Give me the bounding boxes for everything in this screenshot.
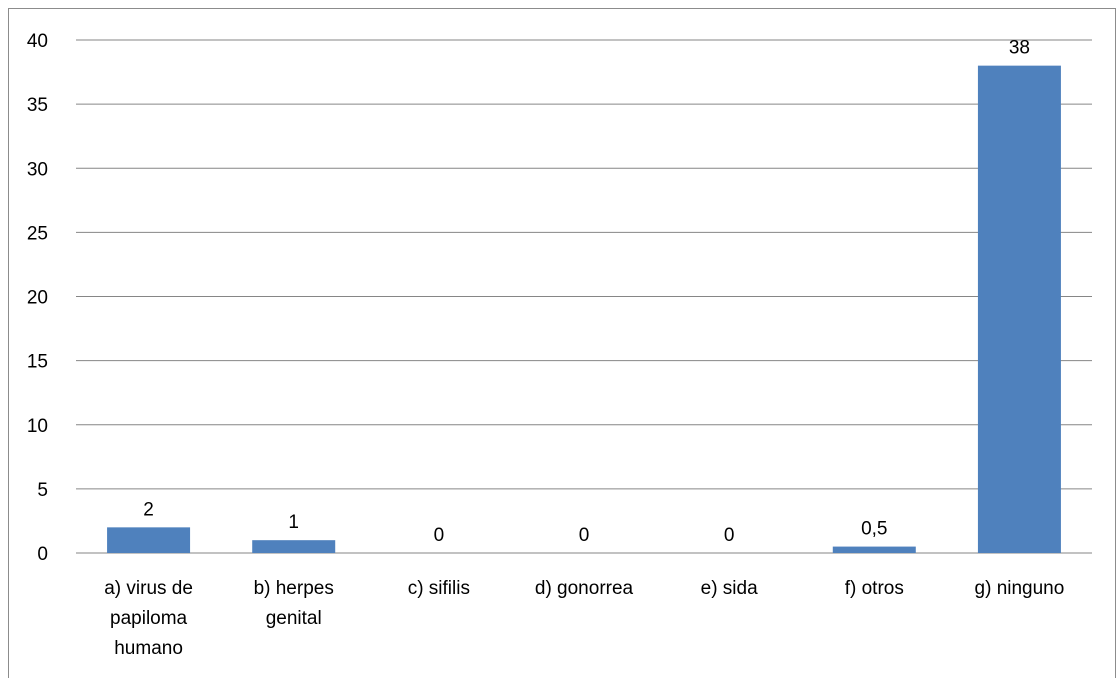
- category-label: b) herpes genital: [254, 578, 334, 629]
- y-axis-ticks: 0 5 10 15 20 25 30 35 40: [27, 31, 48, 565]
- x-axis-categories: a) virus de papiloma humano b) herpes genita…: [104, 578, 1064, 659]
- bar: [252, 540, 336, 553]
- y-tick-label: 30: [27, 159, 48, 180]
- y-tick-label: 10: [27, 416, 48, 437]
- y-tick-label: 40: [27, 31, 48, 52]
- bars: [107, 65, 1061, 554]
- data-label: 0: [579, 525, 590, 546]
- chart-frame: [8, 8, 1116, 678]
- y-tick-label: 35: [27, 95, 48, 116]
- y-tick-label: 5: [37, 480, 48, 501]
- data-label: 0: [434, 525, 445, 546]
- category-label-line: f) otros: [845, 578, 904, 599]
- bar: [832, 546, 916, 553]
- bar: [107, 527, 191, 553]
- bar: [977, 65, 1061, 554]
- category-label-line: a) virus de: [104, 578, 193, 599]
- category-label: c) sifilis: [408, 578, 470, 599]
- category-label-line: e) sida: [701, 578, 758, 599]
- y-tick-label: 0: [37, 544, 48, 565]
- category-label-line: g) ninguno: [975, 578, 1065, 599]
- data-label: 0,5: [861, 519, 887, 540]
- category-label: a) virus de papiloma humano: [104, 578, 193, 659]
- data-labels: 2 1 0 0 0 0,5 38: [143, 38, 1030, 546]
- y-tick-label: 20: [27, 288, 48, 309]
- data-label: 38: [1009, 38, 1030, 59]
- category-label: g) ninguno: [975, 578, 1065, 599]
- data-label: 2: [143, 499, 154, 520]
- category-label: d) gonorrea: [535, 578, 634, 599]
- category-label-line: genital: [266, 608, 322, 629]
- y-tick-label: 25: [27, 223, 48, 244]
- category-label: f) otros: [845, 578, 904, 599]
- gridlines: [76, 39, 1092, 554]
- category-label-line: d) gonorrea: [535, 578, 634, 599]
- category-label-line: humano: [114, 638, 183, 659]
- y-tick-label: 15: [27, 352, 48, 373]
- category-label-line: c) sifilis: [408, 578, 470, 599]
- category-label-line: b) herpes: [254, 578, 334, 599]
- data-label: 1: [288, 512, 299, 533]
- data-label: 0: [724, 525, 735, 546]
- category-label-line: papiloma: [110, 608, 188, 629]
- category-label: e) sida: [701, 578, 758, 599]
